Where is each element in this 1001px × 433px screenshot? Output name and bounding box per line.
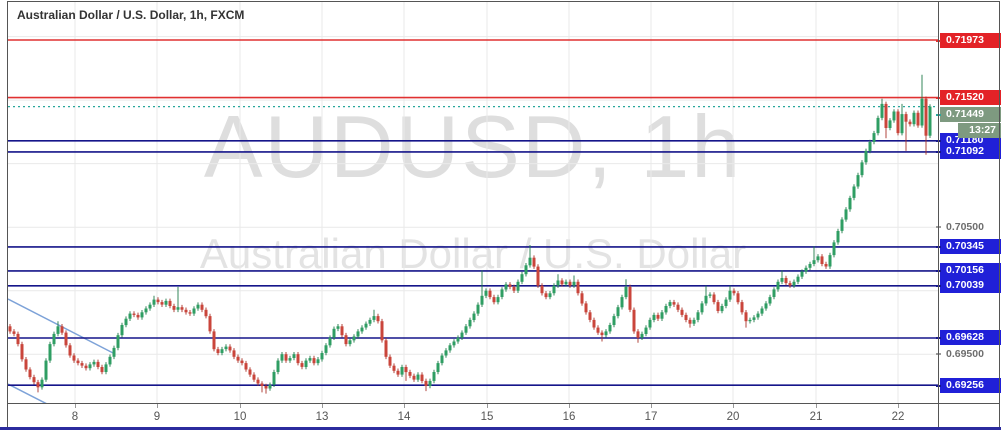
time-axis-tick [487, 404, 488, 408]
time-axis-tick [651, 404, 652, 408]
time-axis-separator [7, 403, 1000, 404]
time-axis-label: 22 [891, 411, 905, 423]
time-axis-label: 10 [233, 411, 247, 423]
bottom-toolbar-strip [0, 427, 1001, 430]
price-level-badge: 0.69256 [936, 378, 1001, 393]
time-axis-tick [733, 404, 734, 408]
price-level-badge: 0.70345 [936, 239, 1001, 254]
time-axis-tick [898, 404, 899, 408]
time-axis-tick [816, 404, 817, 408]
price-level-badge: 0.71973 [936, 33, 1001, 48]
gridlines [8, 2, 938, 403]
frame-border-right [999, 1, 1000, 428]
time-axis-label: 14 [397, 411, 411, 423]
price-level-badge: 0.70156 [936, 263, 1001, 278]
price-axis-tick-label: 0.69500 [936, 347, 1001, 361]
price-axis-separator [938, 1, 939, 428]
price-axis-tick-label: 0.70500 [936, 220, 1001, 234]
time-axis-label: 9 [153, 411, 161, 423]
time-axis-tick [569, 404, 570, 408]
frame-border-left [7, 1, 8, 428]
time-axis-tick [157, 404, 158, 408]
price-level-badge: 0.71092 [936, 144, 1001, 159]
last-price-badge: 0.71449 [936, 107, 1001, 122]
time-axis-label: 16 [562, 411, 576, 423]
candlesticks [8, 74, 932, 394]
time-axis-tick [322, 404, 323, 408]
time-axis-label: 8 [71, 411, 79, 423]
time-axis-label: 13 [315, 411, 329, 423]
trend-channel[interactable] [8, 298, 116, 405]
watermark-symbol-description: Australian Dollar / U.S. Dollar [199, 230, 747, 277]
price-level-lines[interactable] [8, 39, 938, 387]
time-axis-tick [404, 404, 405, 408]
price-level-badge: 0.69628 [936, 330, 1001, 345]
time-axis-tick [240, 404, 241, 408]
price-axis[interactable]: 0.71973 0.71520 0.71180 0.71092 0.70345 0.701… [936, 2, 1001, 403]
time-axis-tick [75, 404, 76, 408]
symbol-title[interactable]: Australian Dollar / U.S. Dollar, 1h, FXC… [17, 8, 245, 22]
bar-countdown-badge: 13:27 [958, 123, 1001, 138]
time-axis[interactable]: 8 9 10 13 14 15 16 17 20 21 22 [8, 404, 938, 427]
time-axis-label: 20 [726, 411, 740, 423]
time-axis-label: 15 [480, 411, 494, 423]
price-level-badge: 0.70039 [936, 278, 1001, 293]
frame-border-top [7, 1, 1000, 2]
time-axis-label: 21 [809, 411, 823, 423]
time-axis-label: 17 [644, 411, 658, 423]
price-level-badge: 0.71520 [936, 90, 1001, 105]
